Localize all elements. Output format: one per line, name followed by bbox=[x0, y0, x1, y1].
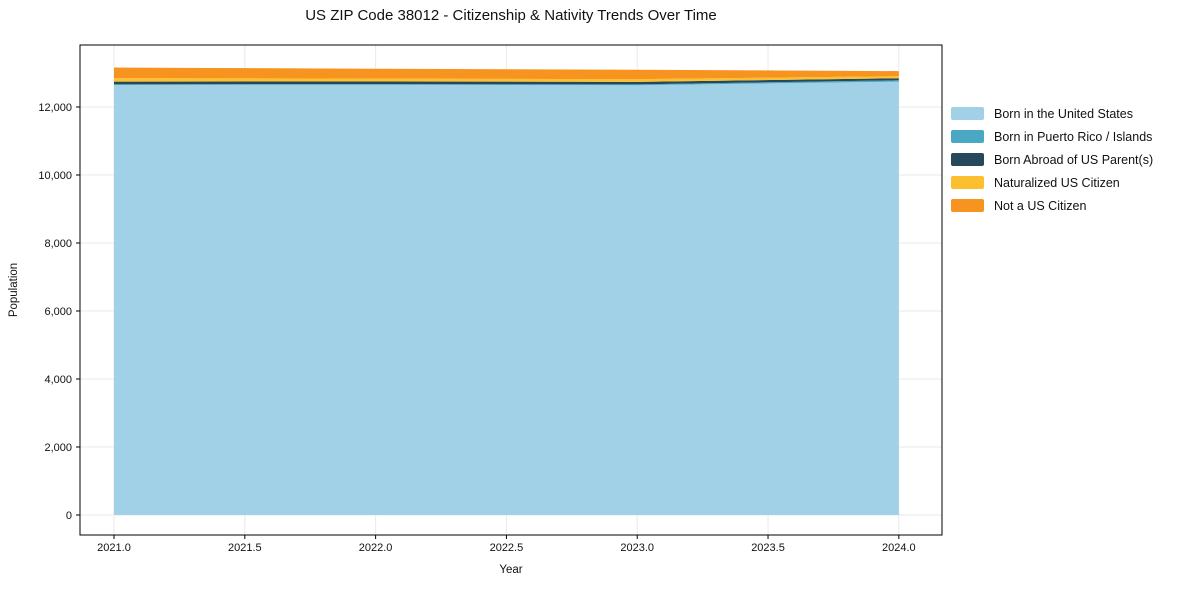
y-tick-label: 6,000 bbox=[44, 306, 72, 318]
legend-swatch-puerto-rico-icon bbox=[951, 130, 984, 143]
legend-label-puerto-rico: Born in Puerto Rico / Islands bbox=[994, 129, 1153, 144]
x-tick-label: 2021.5 bbox=[228, 542, 262, 554]
legend-label-born-us: Born in the United States bbox=[994, 106, 1133, 121]
x-tick-label: 2023.0 bbox=[620, 542, 654, 554]
chart-title: US ZIP Code 38012 - Citizenship & Nativi… bbox=[305, 7, 717, 24]
y-tick-label: 0 bbox=[66, 510, 72, 522]
y-tick-label: 10,000 bbox=[38, 170, 72, 182]
legend-item-born-abroad: Born Abroad of US Parent(s) bbox=[951, 148, 1153, 171]
legend-label-born-abroad: Born Abroad of US Parent(s) bbox=[994, 152, 1154, 167]
x-tick-label: 2021.0 bbox=[97, 542, 131, 554]
legend-label-naturalized: Naturalized US Citizen bbox=[994, 175, 1120, 190]
legend-swatch-not-citizen-icon bbox=[951, 199, 984, 212]
legend-swatch-born-abroad-icon bbox=[951, 153, 984, 166]
area-series-2 bbox=[114, 78, 899, 85]
legend-swatch-born-us-icon bbox=[951, 107, 984, 120]
plot-border bbox=[79, 44, 943, 536]
legend-swatch-naturalized-icon bbox=[951, 176, 984, 189]
y-axis-label: Population bbox=[8, 262, 20, 318]
x-tick-label: 2024.0 bbox=[882, 542, 916, 554]
legend-item-puerto-rico: Born in Puerto Rico / Islands bbox=[951, 125, 1153, 148]
area-series-0 bbox=[114, 81, 899, 516]
y-tick-label: 12,000 bbox=[38, 102, 72, 114]
legend-item-born-us: Born in the United States bbox=[951, 102, 1153, 125]
area-series-4 bbox=[114, 67, 899, 80]
legend-label-not-citizen: Not a US Citizen bbox=[994, 198, 1087, 213]
x-axis-label: Year bbox=[499, 564, 523, 576]
legend: Born in the United States Born in Puerto… bbox=[951, 102, 1153, 217]
legend-item-not-citizen: Not a US Citizen bbox=[951, 194, 1153, 217]
y-tick-label: 8,000 bbox=[44, 238, 72, 250]
x-tick-label: 2023.5 bbox=[751, 542, 785, 554]
legend-item-naturalized: Naturalized US Citizen bbox=[951, 171, 1153, 194]
area-series-1 bbox=[114, 80, 899, 86]
x-tick-label: 2022.0 bbox=[359, 542, 393, 554]
y-tick-label: 4,000 bbox=[44, 374, 72, 386]
y-tick-label: 2,000 bbox=[44, 442, 72, 454]
area-series-3 bbox=[114, 76, 899, 82]
x-tick-label: 2022.5 bbox=[490, 542, 524, 554]
